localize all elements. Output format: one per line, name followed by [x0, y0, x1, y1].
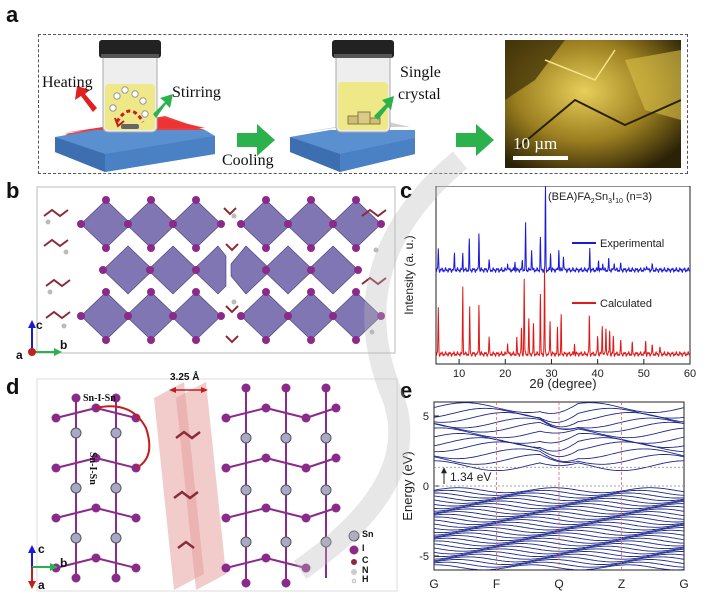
xrd-ylabel: Intensity (a. u.) — [402, 235, 416, 314]
valence-band — [434, 489, 684, 496]
band-ytick-label: -5 — [419, 551, 429, 563]
axis-label-c-d: c — [38, 542, 45, 556]
xrd-xtick-label: 40 — [592, 368, 604, 380]
axis-label-a-d: a — [38, 578, 45, 592]
single-label: Single — [400, 64, 441, 81]
valence-band — [434, 545, 684, 552]
kpoint-label: G — [429, 577, 438, 591]
conduction-band — [434, 448, 684, 462]
valence-band — [434, 553, 684, 560]
panel-label-e: e — [400, 378, 413, 403]
xrd-title: (BEA)FA2Sn3I10 (n=3) — [548, 191, 652, 205]
valence-band — [434, 527, 684, 534]
kpoint-label: Q — [554, 577, 563, 591]
crystal-structure-view — [36, 186, 396, 354]
conduction-band — [434, 460, 684, 472]
axis-label-b: b — [60, 338, 68, 352]
valence-band — [434, 500, 684, 507]
xrd-series-experimental — [435, 186, 691, 274]
valence-band — [434, 556, 684, 563]
heating-label: Heating — [42, 74, 93, 91]
valence-band — [434, 492, 684, 499]
xrd-xtick-label: 20 — [499, 368, 511, 380]
kpoint-label: G — [679, 577, 688, 591]
sn-i-sn-horizontal-label: Sn-I-Sn — [83, 393, 116, 404]
panel-label-a: a — [6, 2, 19, 27]
heater-stirrer-illustration — [55, 40, 215, 172]
panel-label-b: b — [6, 178, 20, 203]
legend-calculated: Calculated — [600, 298, 652, 310]
valence-band — [434, 535, 684, 542]
band-ytick-label: 5 — [423, 411, 429, 423]
cooling-crystal-illustration — [290, 40, 415, 172]
axes-indicator-d — [28, 545, 58, 589]
process-arrow-2 — [456, 124, 494, 156]
legend-h: H — [362, 574, 369, 584]
valence-band — [434, 503, 684, 510]
band-ytick-label: 0 — [423, 481, 429, 493]
stirring-label: Stirring — [172, 84, 221, 101]
legend-sn: Sn — [362, 529, 374, 539]
xrd-xtick-label: 10 — [453, 368, 465, 380]
sn-i-sn-vertical-label: Sn-I-Sn — [87, 452, 98, 485]
crystal-micrograph — [505, 40, 681, 168]
panel-a-frame — [38, 34, 688, 174]
conduction-band — [434, 454, 684, 465]
cooling-label: Cooling — [222, 152, 274, 169]
valence-band — [434, 495, 684, 502]
scale-bar-label: 10 µm — [513, 134, 558, 153]
legend-c: C — [362, 555, 369, 565]
axes-indicator-b — [28, 320, 62, 356]
valence-band — [434, 529, 684, 536]
band-structure-chart: G F Q Z G 5 0 -5 1.34 eV Energy (eV) — [400, 401, 689, 591]
panel-label-c: c — [400, 178, 413, 203]
conduction-band — [434, 433, 684, 444]
kpoint-label: Z — [618, 577, 625, 591]
crystal-label: crystal — [398, 86, 441, 103]
legend-n: N — [362, 565, 369, 575]
xrd-xtick-label: 30 — [545, 368, 557, 380]
valence-band — [434, 511, 684, 518]
legend-experimental: Experimental — [600, 238, 664, 250]
distance-label: 3.25 Å — [170, 372, 200, 383]
xrd-xtick-label: 50 — [638, 368, 650, 380]
gap-arrowhead — [441, 467, 447, 474]
xrd-xtick-label: 60 — [684, 368, 696, 380]
xrd-series-calculated — [435, 269, 691, 358]
valence-band — [434, 513, 684, 520]
panel-label-d: d — [6, 374, 20, 399]
octahedral-connectivity-view — [36, 378, 398, 592]
process-arrow-1 — [237, 124, 275, 156]
xrd-xlabel: 2θ (degree) — [529, 376, 596, 391]
axis-label-c: c — [36, 318, 43, 332]
xrd-chart: 10 20 30 40 50 60 (BEA)FA2Sn3I10 (n=3) Experi… — [402, 186, 696, 391]
gap-label: 1.34 eV — [450, 470, 491, 484]
conduction-band — [434, 437, 684, 452]
band-ylabel: Energy (eV) — [400, 451, 415, 520]
axis-label-b-d: b — [60, 556, 68, 570]
legend-i: I — [362, 543, 365, 553]
atom-legend: Sn I C N H — [362, 529, 374, 584]
kpoint-label: F — [493, 577, 500, 591]
axis-label-a: a — [16, 348, 23, 362]
